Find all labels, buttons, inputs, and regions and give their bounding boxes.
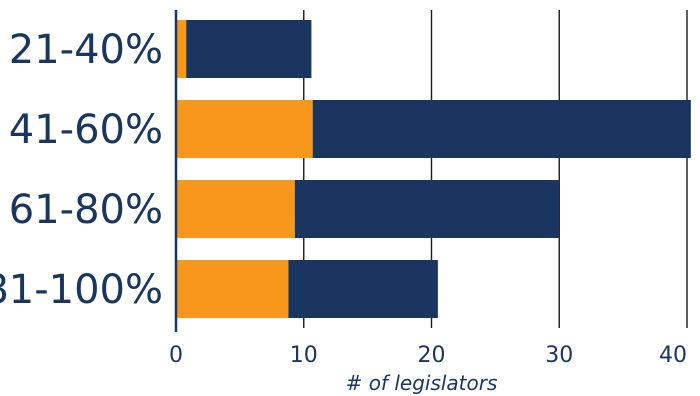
x-tick-label-20: 20 — [418, 343, 446, 368]
bar-segment-2-81-100% — [288, 260, 438, 318]
x-tick-label-40: 40 — [659, 343, 687, 368]
bar-segment-1-41-60% — [176, 100, 313, 158]
bars — [176, 20, 691, 318]
category-label-41-60%: 41-60% — [9, 107, 163, 153]
category-label-21-40%: 21-40% — [9, 27, 163, 73]
bar-segment-1-21-40% — [176, 20, 187, 78]
bar-segment-2-41-60% — [312, 100, 691, 158]
bar-segment-1-61-80% — [176, 180, 295, 238]
x-tick-label-10: 10 — [290, 343, 318, 368]
category-label-61-80%: 61-80% — [9, 187, 163, 233]
bar-segment-1-81-100% — [176, 260, 289, 318]
x-tick-labels: 0 10 20 30 40 — [169, 343, 687, 368]
x-axis-title: # of legislators — [346, 371, 498, 395]
x-tick-label-0: 0 — [169, 343, 183, 368]
category-label-81-100%: 81-100% — [0, 267, 163, 313]
bar-segment-2-61-80% — [294, 180, 560, 238]
category-labels: 21-40% 41-60% 61-80% 81-100% — [0, 27, 163, 313]
bar-segment-2-21-40% — [186, 20, 312, 78]
x-tick-label-30: 30 — [545, 343, 573, 368]
